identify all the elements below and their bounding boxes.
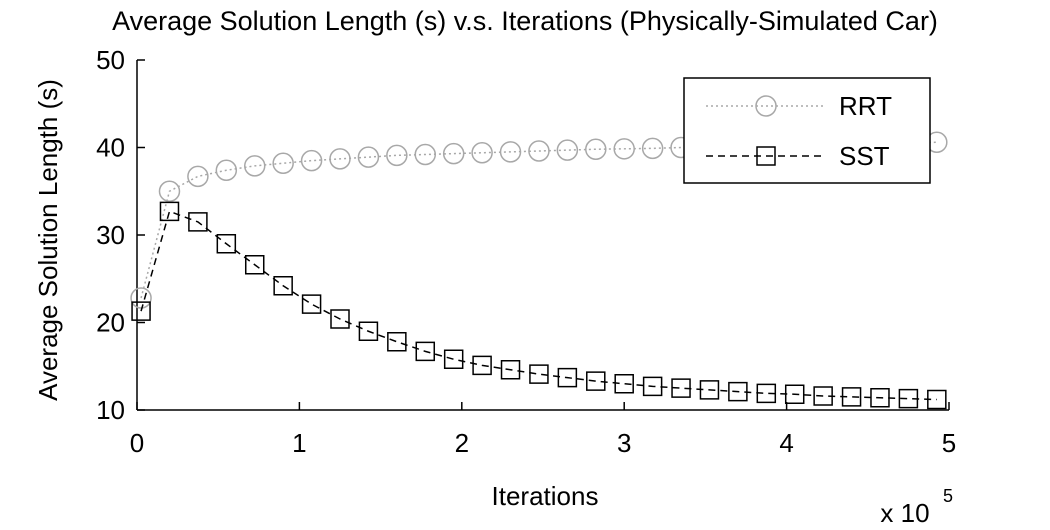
marker xyxy=(329,148,351,170)
legend-label: RRT xyxy=(839,91,892,121)
x-tick-label: 1 xyxy=(292,428,306,458)
marker xyxy=(187,165,209,188)
x-tick-label: 4 xyxy=(779,428,793,458)
marker xyxy=(443,349,464,369)
marker xyxy=(272,152,294,174)
x-tick-label: 0 xyxy=(130,428,144,458)
marker xyxy=(755,95,777,117)
marker xyxy=(585,138,607,160)
marker xyxy=(841,387,862,407)
marker xyxy=(728,381,748,402)
x-tick-label: 3 xyxy=(617,428,631,458)
legend-box xyxy=(683,77,931,184)
marker xyxy=(357,146,380,168)
x-multiplier-exponent: 5 xyxy=(943,486,953,506)
marker xyxy=(642,376,663,397)
marker xyxy=(500,360,521,380)
marker xyxy=(300,149,323,172)
x-tick-label: 2 xyxy=(455,428,469,458)
y-tick-label: 50 xyxy=(96,45,125,75)
legend-label: SST xyxy=(839,141,890,171)
marker xyxy=(870,388,890,408)
x-multiplier: x 10 xyxy=(880,498,929,525)
y-tick-label: 10 xyxy=(96,395,125,425)
marker xyxy=(613,138,635,160)
marker xyxy=(188,212,208,232)
marker xyxy=(756,146,776,166)
marker xyxy=(528,140,550,162)
marker xyxy=(301,294,322,314)
y-tick-label: 40 xyxy=(96,133,125,163)
marker xyxy=(414,143,437,166)
marker xyxy=(158,180,181,202)
marker xyxy=(159,201,180,222)
marker xyxy=(387,332,407,352)
marker xyxy=(756,383,777,404)
marker xyxy=(215,159,238,181)
y-axis-label: Average Solution Length (s) xyxy=(33,79,63,401)
x-axis-label: Iterations xyxy=(492,481,599,511)
marker xyxy=(472,355,492,376)
marker xyxy=(243,155,266,177)
marker xyxy=(784,384,805,404)
marker xyxy=(813,386,833,406)
marker xyxy=(557,367,578,388)
marker xyxy=(499,141,522,163)
marker xyxy=(358,321,379,341)
marker xyxy=(273,276,293,296)
marker xyxy=(130,287,152,309)
marker xyxy=(471,142,493,164)
marker xyxy=(586,371,606,391)
chart-title: Average Solution Length (s) v.s. Iterati… xyxy=(112,6,938,36)
marker xyxy=(529,364,549,384)
marker xyxy=(386,144,408,167)
marker xyxy=(556,139,579,161)
marker xyxy=(442,142,465,165)
marker xyxy=(671,378,691,398)
y-tick-label: 30 xyxy=(96,220,125,250)
x-tick-label: 5 xyxy=(942,428,956,458)
marker xyxy=(216,234,237,254)
marker xyxy=(699,380,720,400)
marker xyxy=(131,301,151,321)
marker xyxy=(927,389,947,410)
marker xyxy=(330,309,350,329)
marker xyxy=(244,255,265,275)
marker xyxy=(641,137,664,160)
marker xyxy=(898,388,919,409)
marker xyxy=(415,341,436,362)
marker xyxy=(614,374,634,394)
y-tick-label: 20 xyxy=(96,308,125,338)
